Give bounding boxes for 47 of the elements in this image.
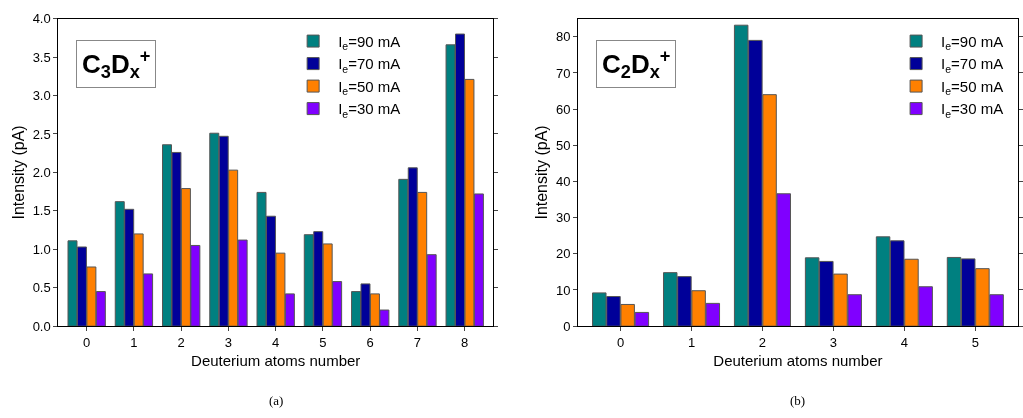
y-tick-label: 60 <box>555 101 571 117</box>
x-tick-label: 2 <box>758 334 767 350</box>
x-axis-title: Deuterium atoms number <box>191 351 361 369</box>
legend-label: I$_{e}$=70 mA <box>338 55 401 75</box>
x-axis-title: Deuterium atoms number <box>713 351 883 369</box>
x-tick-label: 4 <box>272 334 280 350</box>
x-tick-label: 0 <box>616 334 625 350</box>
x-tick-label: 7 <box>413 334 422 350</box>
y-tick-label: 40 <box>555 174 571 190</box>
y-tick-label: 0.5 <box>32 280 51 296</box>
legend-label: I$_{e}$=70 mA <box>941 55 1004 75</box>
x-tick-label: 5 <box>319 334 327 350</box>
y-tick-label: 4.0 <box>32 11 51 27</box>
y-tick-label: 20 <box>555 246 571 262</box>
x-tick-label: 0 <box>83 334 91 350</box>
x-tick-label: 6 <box>366 334 374 350</box>
y-axis-title: Intensity (pA) <box>532 125 550 220</box>
x-tick-label: 3 <box>224 334 233 350</box>
y-axis-title: Intensity (pA) <box>9 125 27 220</box>
y-tick-label: 0 <box>563 318 571 334</box>
y-tick-label: 3.5 <box>32 49 51 65</box>
y-tick-label: 0.0 <box>32 318 51 334</box>
y-tick-label: 80 <box>555 29 571 45</box>
y-tick-label: 2.5 <box>32 126 51 142</box>
x-tick-label: 1 <box>687 334 696 350</box>
legend-label: I$_{e}$=30 mA <box>338 100 401 120</box>
y-tick-label: 3.0 <box>32 88 51 104</box>
legend-label: I$_{e}$=90 mA <box>941 32 1004 53</box>
x-tick-label: 3 <box>829 334 838 350</box>
x-tick-label: 1 <box>130 334 138 350</box>
text: (b) <box>790 393 806 408</box>
y-tick-label: 2.0 <box>32 164 51 180</box>
y-tick-label: 10 <box>555 282 571 298</box>
legend-label: I$_{e}$=50 mA <box>941 77 1004 98</box>
legend-label: I$_{e}$=50 mA <box>338 77 401 98</box>
y-tick-label: 50 <box>555 137 571 153</box>
x-tick-label: 4 <box>900 334 908 350</box>
x-tick-label: 2 <box>177 334 185 350</box>
x-tick-label: 8 <box>461 334 469 350</box>
y-tick-label: 30 <box>555 210 571 226</box>
legend-label: I$_{e}$=30 mA <box>941 100 1004 120</box>
text: (a) <box>269 393 284 408</box>
y-tick-label: 70 <box>555 65 571 81</box>
legend-label: I$_{e}$=90 mA <box>338 32 401 53</box>
x-tick-label: 5 <box>971 334 979 350</box>
y-tick-label: 1.5 <box>32 203 51 219</box>
y-tick-label: 1.0 <box>32 241 51 257</box>
